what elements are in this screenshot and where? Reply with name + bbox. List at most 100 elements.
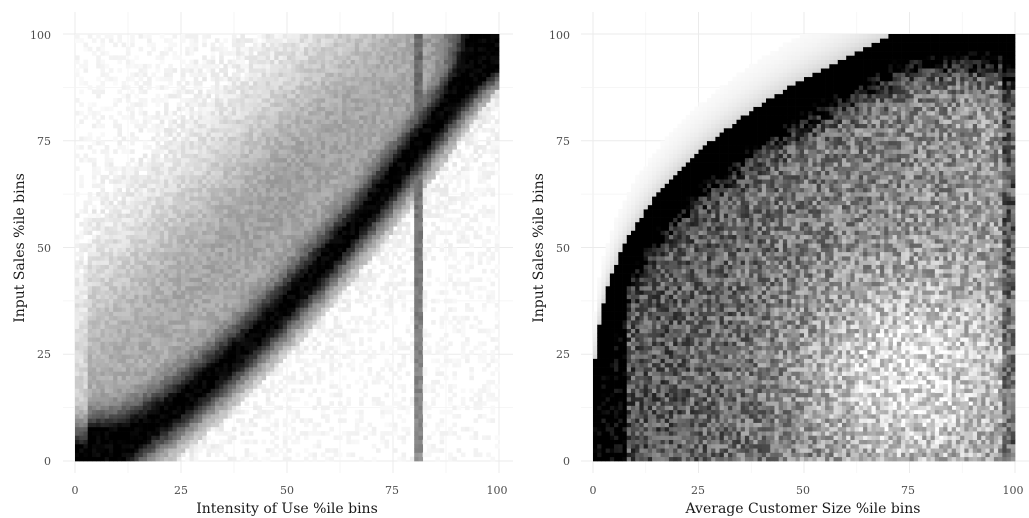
heatmap-cell [274, 102, 279, 107]
heatmap-cell [253, 132, 258, 137]
heatmap-cell [215, 149, 220, 154]
heatmap-cell [83, 457, 88, 462]
heatmap-cell [219, 196, 224, 201]
heatmap-cell [109, 410, 114, 415]
heatmap-cell [300, 64, 305, 69]
heatmap-cell [130, 410, 135, 415]
heatmap-cell [274, 183, 279, 188]
heatmap-cell [122, 303, 127, 308]
heatmap-cell [219, 294, 224, 299]
heatmap-cell [321, 179, 326, 184]
heatmap-cell [304, 166, 309, 171]
heatmap-cell [295, 248, 300, 253]
heatmap-cell [291, 85, 296, 90]
heatmap-cell [262, 235, 267, 240]
heatmap-cell [232, 346, 237, 351]
heatmap-cell [117, 384, 122, 389]
heatmap-cell [189, 102, 194, 107]
heatmap-cell [206, 282, 211, 287]
heatmap-cell [236, 141, 241, 146]
heatmap-cell [317, 171, 322, 176]
heatmap-cell [96, 277, 101, 282]
heatmap-cell [147, 337, 152, 342]
heatmap-cell [232, 252, 237, 257]
heatmap-cell [308, 171, 313, 176]
heatmap-cell [83, 294, 88, 299]
heatmap-cell [164, 380, 169, 385]
heatmap-cell [126, 171, 131, 176]
heatmap-cell [211, 405, 216, 410]
heatmap-cell [308, 175, 313, 180]
heatmap-cell [168, 359, 173, 364]
heatmap-cell [312, 94, 317, 99]
heatmap-cell [126, 222, 131, 227]
heatmap-cell [126, 226, 131, 231]
heatmap-cell [262, 346, 267, 351]
heatmap-cell [300, 307, 305, 312]
heatmap-cell [198, 260, 203, 265]
heatmap-cell [274, 132, 279, 137]
heatmap-cell [245, 388, 250, 393]
heatmap-cell [266, 107, 271, 112]
heatmap-cell [139, 363, 144, 368]
heatmap-cell [266, 94, 271, 99]
heatmap-cell [219, 145, 224, 150]
heatmap-cell [287, 162, 292, 167]
heatmap-cell [151, 346, 156, 351]
heatmap-cell [253, 307, 258, 312]
heatmap-cell [194, 213, 199, 218]
heatmap-cell [240, 196, 245, 201]
heatmap-cell [143, 290, 148, 295]
heatmap-cell [113, 397, 118, 402]
heatmap-cell [236, 55, 241, 60]
heatmap-cell [249, 81, 254, 86]
heatmap-cell [274, 243, 279, 248]
heatmap-cell [270, 286, 275, 291]
heatmap-cell [257, 243, 262, 248]
heatmap-cell [304, 132, 309, 137]
heatmap-cell [151, 329, 156, 334]
heatmap-cell [215, 102, 220, 107]
heatmap-cell [308, 393, 313, 398]
heatmap-cell [147, 307, 152, 312]
heatmap-cell [160, 269, 165, 274]
heatmap-cell [143, 256, 148, 261]
heatmap-cell [215, 405, 220, 410]
heatmap-cell [279, 299, 284, 304]
heatmap-cell [283, 222, 288, 227]
heatmap-cell [168, 457, 173, 462]
heatmap-cell [134, 324, 139, 329]
heatmap-cell [130, 243, 135, 248]
heatmap-cell [79, 333, 84, 338]
heatmap-cell [168, 401, 173, 406]
heatmap-cell [79, 380, 84, 385]
heatmap-cell [202, 154, 207, 159]
heatmap-cell [240, 188, 245, 193]
heatmap-cell [228, 440, 233, 445]
heatmap-cell [100, 303, 105, 308]
heatmap-cell [134, 230, 139, 235]
heatmap-cell [181, 34, 186, 39]
heatmap-cell [185, 107, 190, 112]
heatmap-cell [202, 166, 207, 171]
heatmap-cell [262, 371, 267, 376]
heatmap-cell [240, 359, 245, 364]
heatmap-cell [257, 316, 262, 321]
heatmap-cell [160, 307, 165, 312]
heatmap-cell [113, 256, 118, 261]
heatmap-cell [168, 260, 173, 265]
heatmap-cell [100, 350, 105, 355]
heatmap-cell [156, 235, 161, 240]
heatmap-cell [198, 175, 203, 180]
heatmap-cell [109, 265, 114, 270]
heatmap-cell [228, 166, 233, 171]
heatmap-cell [300, 269, 305, 274]
heatmap-cell [321, 201, 326, 206]
heatmap-cell [151, 235, 156, 240]
heatmap-cell [113, 440, 118, 445]
heatmap-cell [189, 452, 194, 457]
heatmap-cell [245, 260, 250, 265]
heatmap-cell [185, 286, 190, 291]
heatmap-cell [223, 141, 228, 146]
heatmap-cell [300, 149, 305, 154]
